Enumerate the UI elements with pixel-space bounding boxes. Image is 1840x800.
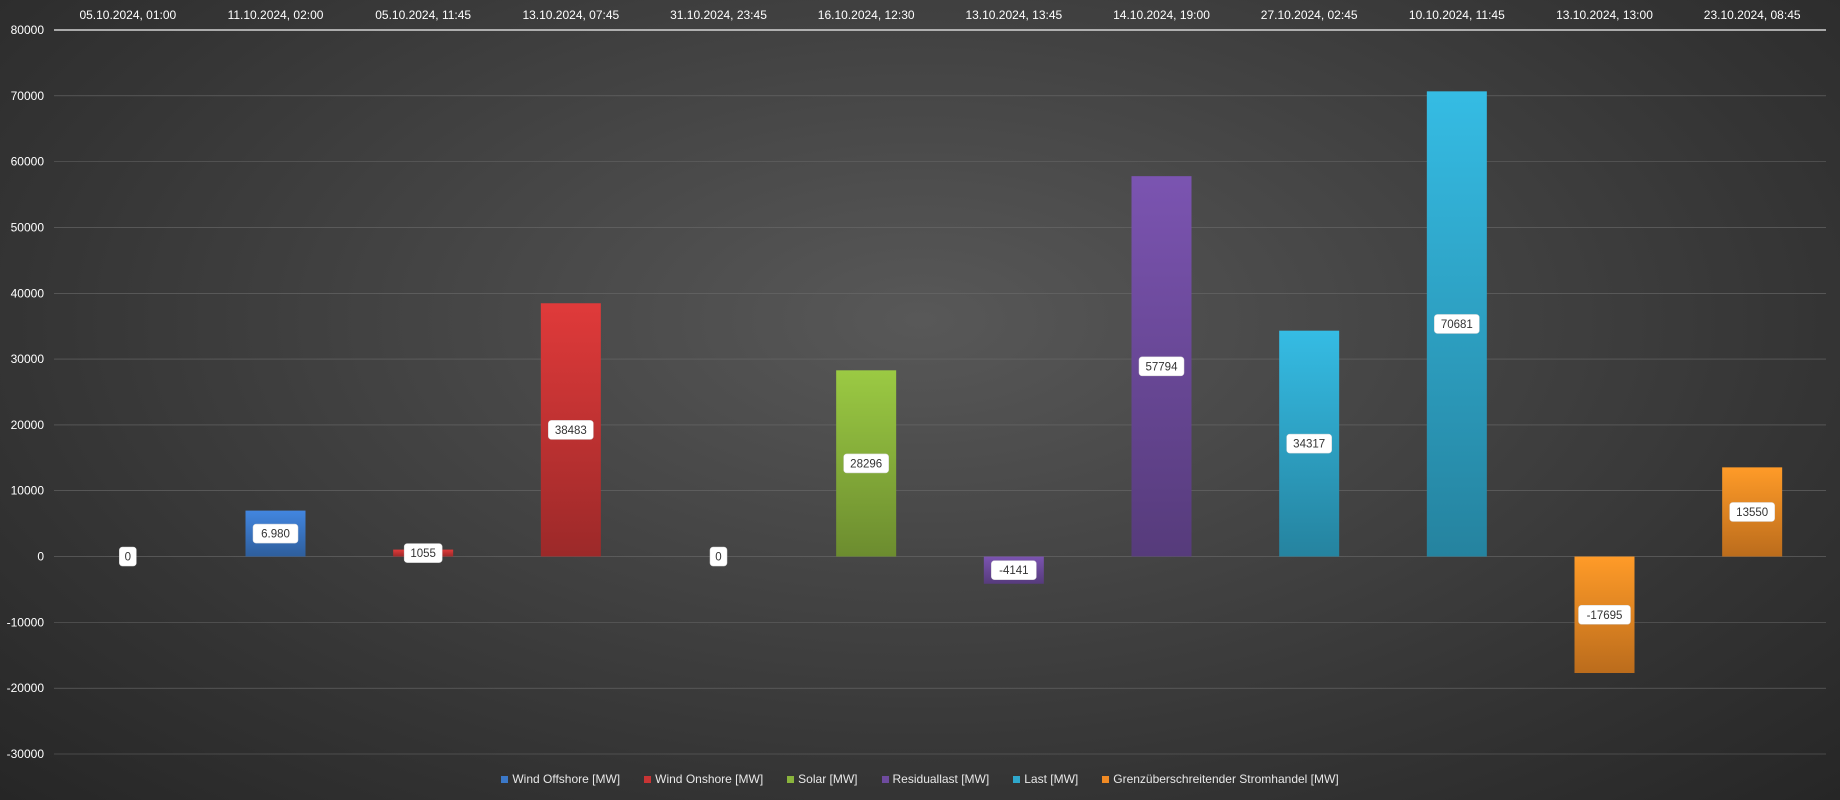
y-tick-label: 10000	[11, 484, 45, 498]
svg-text:6.980: 6.980	[261, 529, 290, 541]
y-tick-label: -20000	[7, 681, 45, 695]
legend-label: Residuallast [MW]	[892, 772, 990, 786]
svg-text:1055: 1055	[410, 548, 436, 560]
legend-item: Solar [MW]	[787, 772, 858, 786]
data-label: 28296	[843, 453, 889, 474]
y-tick-label: -30000	[7, 747, 45, 761]
data-label: 1055	[403, 543, 443, 563]
data-label: 38483	[548, 420, 594, 440]
y-tick-label: 60000	[11, 155, 45, 169]
y-tick-label: 80000	[11, 23, 45, 37]
category-label: 13.10.2024, 13:45	[965, 8, 1062, 22]
bars	[245, 91, 1783, 674]
category-label: 13.10.2024, 13:00	[1556, 8, 1653, 22]
legend: Wind Offshore [MW] Wind Onshore [MW] Solar…	[0, 772, 1840, 786]
data-label: 6.980	[252, 523, 299, 544]
svg-text:13550: 13550	[1736, 507, 1768, 519]
category-label: 16.10.2024, 12:30	[818, 8, 915, 22]
svg-text:0: 0	[125, 552, 131, 564]
svg-text:-4141: -4141	[999, 565, 1028, 577]
y-tick-label: -10000	[7, 615, 45, 629]
category-label: 10.10.2024, 11:45	[1409, 8, 1505, 22]
category-label: 23.10.2024, 08:45	[1704, 8, 1801, 22]
data-label: 70681	[1434, 314, 1480, 334]
data-label: -4141	[991, 560, 1037, 580]
gridlines	[54, 29, 1826, 755]
y-tick-label: 40000	[11, 286, 45, 300]
svg-text:38483: 38483	[555, 425, 587, 437]
legend-label: Wind Offshore [MW]	[512, 772, 621, 786]
legend-label: Wind Onshore [MW]	[655, 772, 764, 786]
data-label: 0	[709, 546, 728, 567]
category-label: 05.10.2024, 11:45	[375, 8, 471, 22]
data-label: 34317	[1286, 433, 1332, 454]
legend-swatch	[1102, 775, 1110, 783]
legend-swatch	[501, 775, 509, 783]
legend-item: Wind Onshore [MW]	[644, 772, 763, 786]
legend-swatch	[881, 775, 889, 783]
legend-item: Last [MW]	[1013, 772, 1078, 786]
legend-label: Solar [MW]	[798, 772, 858, 786]
svg-text:70681: 70681	[1441, 319, 1473, 331]
y-tick-label: 0	[37, 550, 44, 564]
svg-text:28296: 28296	[850, 458, 882, 470]
legend-label: Last [MW]	[1024, 772, 1079, 786]
y-tick-label: 30000	[11, 352, 45, 366]
category-label: 27.10.2024, 02:45	[1261, 8, 1358, 22]
data-label: 13550	[1729, 502, 1775, 522]
svg-text:0: 0	[715, 552, 721, 564]
category-label: 14.10.2024, 19:00	[1113, 8, 1210, 22]
legend-item: Wind Offshore [MW]	[501, 772, 620, 786]
legend-swatch	[644, 775, 652, 783]
axes: 80000 70000 60000 50000 40000 30000 20000 10000…	[7, 8, 1801, 761]
y-tick-label: 20000	[11, 418, 45, 432]
legend-swatch	[787, 775, 795, 783]
category-label: 13.10.2024, 07:45	[522, 8, 619, 22]
data-label: 57794	[1138, 356, 1185, 377]
svg-text:57794: 57794	[1146, 361, 1179, 373]
data-labels: 0 6.980 1055 38483 0 28296 -4141 57794 34317 7068…	[119, 314, 1775, 625]
data-label: -17695	[1578, 605, 1631, 625]
svg-text:-17695: -17695	[1587, 610, 1623, 622]
legend-label: Grenzüberschreitender Stromhandel [MW]	[1113, 772, 1339, 786]
y-tick-label: 70000	[11, 89, 45, 103]
y-tick-label: 50000	[11, 220, 45, 234]
svg-text:34317: 34317	[1293, 439, 1325, 451]
legend-item: Residuallast [MW]	[881, 772, 990, 786]
legend-swatch	[1013, 775, 1021, 783]
data-label: 0	[119, 546, 137, 567]
legend-item: Grenzüberschreitender Stromhandel [MW]	[1102, 772, 1339, 786]
category-label: 31.10.2024, 23:45	[670, 8, 767, 22]
category-label: 11.10.2024, 02:00	[228, 8, 324, 22]
category-label: 05.10.2024, 01:00	[79, 8, 176, 22]
